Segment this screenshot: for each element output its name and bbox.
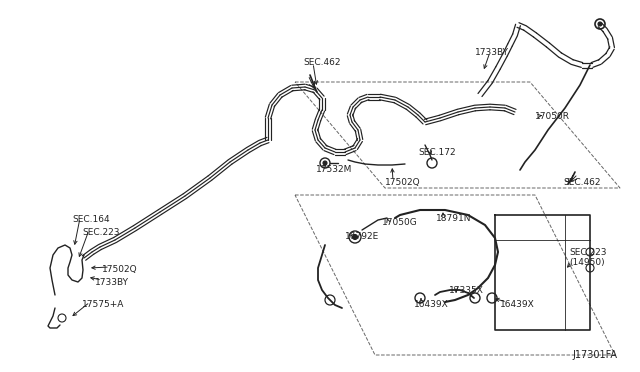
Text: 1733BY: 1733BY	[95, 278, 129, 287]
Text: 17050R: 17050R	[535, 112, 570, 121]
Text: SEC.164: SEC.164	[72, 215, 109, 224]
Text: 18791N: 18791N	[436, 214, 472, 223]
Text: SEC.172: SEC.172	[418, 148, 456, 157]
Text: SEC.223
(14950): SEC.223 (14950)	[569, 248, 607, 267]
Text: 17532M: 17532M	[316, 165, 353, 174]
Circle shape	[353, 234, 358, 240]
Text: 17575+A: 17575+A	[82, 300, 124, 309]
Text: 16439X: 16439X	[500, 300, 535, 309]
Circle shape	[323, 161, 327, 165]
Circle shape	[598, 22, 602, 26]
Text: SEC.223: SEC.223	[82, 228, 120, 237]
Text: 16792E: 16792E	[345, 232, 380, 241]
Text: SEC.462: SEC.462	[303, 58, 340, 67]
Text: 16439X: 16439X	[414, 300, 449, 309]
Text: J17301FA: J17301FA	[572, 350, 617, 360]
Text: 17050G: 17050G	[382, 218, 418, 227]
Text: 17502Q: 17502Q	[102, 265, 138, 274]
Text: 17502Q: 17502Q	[385, 178, 420, 187]
Text: SEC.462: SEC.462	[563, 178, 600, 187]
Text: 1733BY: 1733BY	[475, 48, 509, 57]
Text: 17335X: 17335X	[449, 286, 484, 295]
